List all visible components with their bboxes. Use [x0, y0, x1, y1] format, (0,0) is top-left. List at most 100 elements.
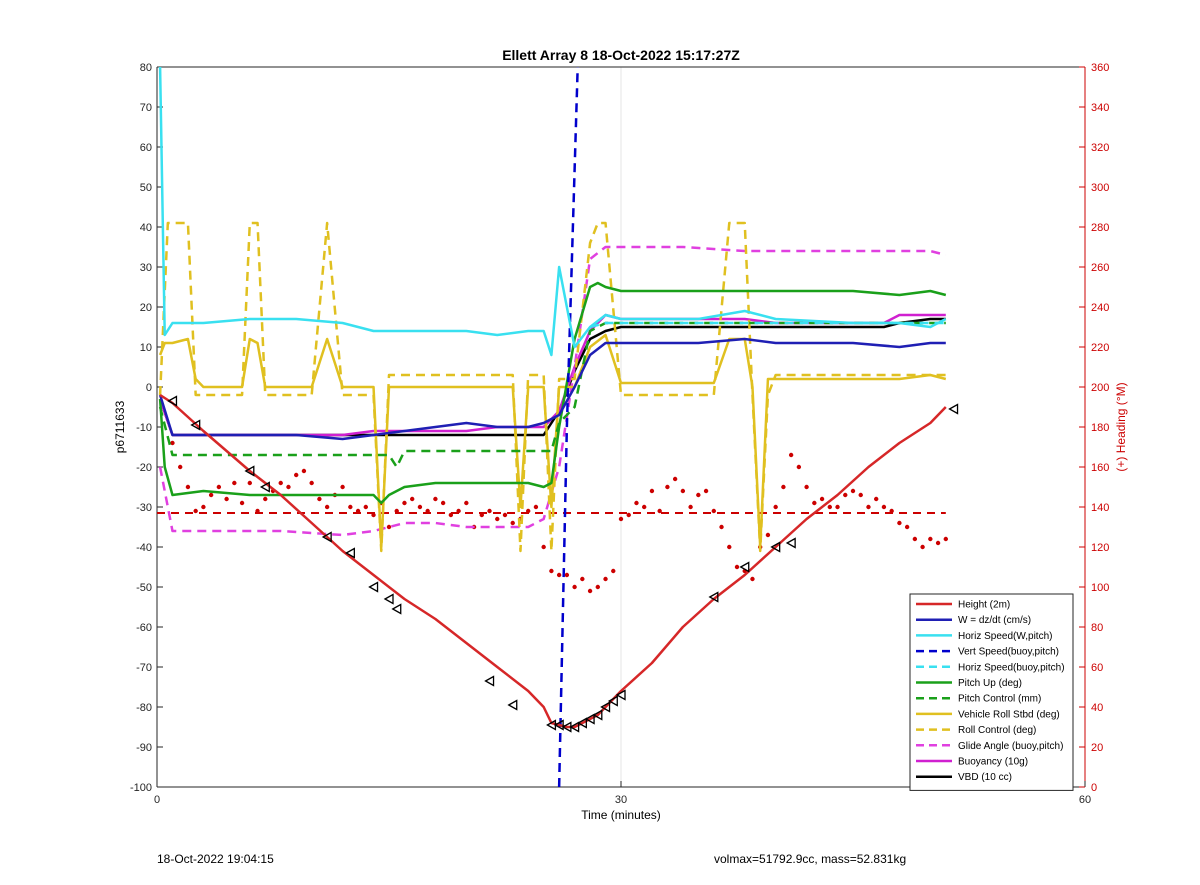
heading-point: [711, 508, 716, 514]
y-axis-label: p6711633: [113, 400, 127, 453]
y2-tick-label: 340: [1091, 102, 1109, 114]
heading-point: [858, 492, 863, 498]
series-line-roll-control-deg: [158, 221, 946, 553]
data-marker: [167, 395, 178, 407]
y2-tick-label: 320: [1091, 142, 1109, 154]
data-marker: [259, 481, 270, 493]
series-line-w-dz-dt-cm-s: [158, 337, 946, 441]
heading-point: [649, 488, 655, 494]
heading-point: [433, 496, 438, 502]
data-marker: [507, 699, 518, 711]
y-tick-label: -40: [136, 542, 152, 554]
heading-point: [201, 504, 206, 510]
footer-timestamp: 18-Oct-2022 19:04:15: [157, 852, 274, 866]
heading-point: [564, 572, 570, 578]
data-marker: [368, 581, 379, 593]
x-axis-label: Time (minutes): [581, 808, 661, 822]
series-line-pitch-up-deg: [158, 281, 947, 505]
heading-point: [920, 544, 925, 550]
heading-point: [897, 520, 902, 526]
heading-point: [309, 480, 314, 486]
data-marker: [569, 721, 580, 733]
series-line-vert-speed-buoy-pitch: [557, 67, 579, 787]
y-tick-label: -20: [136, 462, 152, 474]
heading-point: [904, 524, 910, 530]
heading-point: [943, 536, 948, 542]
heading-point: [340, 484, 345, 490]
heading-point: [935, 540, 941, 546]
series-line-vehicle-roll-stbd-deg: [158, 333, 947, 549]
heading-point: [239, 500, 245, 506]
y-tick-label: 80: [140, 62, 152, 74]
heading-point: [286, 484, 291, 490]
heading-point: [448, 512, 454, 518]
heading-point: [178, 464, 183, 470]
heading-point: [541, 544, 546, 550]
heading-point: [696, 492, 701, 498]
data-marker: [948, 403, 959, 415]
heading-point: [866, 504, 871, 510]
series-line-horiz-speed-w-pitch: [158, 67, 947, 357]
y2-tick-label: 260: [1091, 262, 1109, 274]
x-tick-label: 60: [1079, 794, 1091, 806]
y-tick-label: -100: [130, 782, 152, 794]
heading-point: [773, 504, 778, 510]
heading-point: [185, 484, 191, 490]
heading-point: [889, 508, 894, 514]
heading-point: [294, 472, 299, 478]
legend-box: [909, 593, 1074, 791]
heading-point: [618, 516, 624, 522]
heading-point: [657, 508, 662, 514]
legend-label: Pitch Control (mm): [958, 694, 1041, 705]
heading-point: [703, 488, 709, 494]
legend-label: Horiz Speed(W,pitch): [958, 631, 1052, 642]
data-marker: [190, 419, 201, 431]
heading-point: [278, 480, 283, 486]
y2-tick-label: 300: [1091, 182, 1109, 194]
y-tick-label: -50: [136, 582, 152, 594]
data-marker: [345, 547, 355, 559]
heading-point: [487, 508, 492, 514]
heading-point: [572, 584, 577, 590]
legend-label: Roll Control (deg): [958, 725, 1036, 736]
y2-tick-label: 60: [1091, 662, 1103, 674]
heading-point: [912, 536, 918, 542]
heading-point: [402, 500, 407, 506]
heading-point: [835, 504, 840, 510]
data-marker: [615, 689, 626, 701]
x-tick-label: 0: [154, 794, 160, 806]
heading-point: [719, 524, 724, 530]
y2-axis-label: (+) Heading (°M): [1114, 382, 1128, 471]
data-marker: [592, 709, 603, 721]
legend-label: Glide Angle (buoy,pitch): [958, 741, 1063, 752]
heading-point: [348, 504, 353, 510]
y2-tick-label: 220: [1091, 342, 1109, 354]
heading-point: [440, 500, 446, 506]
heading-point: [208, 492, 214, 498]
legend-label: W = dz/dt (cm/s): [958, 615, 1031, 626]
y-tick-label: 70: [140, 102, 152, 114]
heading-point: [549, 568, 554, 574]
data-marker: [785, 537, 796, 549]
heading-point: [843, 492, 848, 498]
heading-point: [672, 476, 678, 482]
heading-point: [850, 488, 856, 494]
heading-point: [804, 484, 809, 490]
heading-point: [526, 508, 531, 514]
heading-point: [410, 496, 415, 502]
y-tick-label: -80: [136, 702, 152, 714]
data-marker: [607, 695, 618, 707]
series-line-pitch-control-mm: [158, 321, 946, 469]
heading-point: [324, 504, 330, 510]
y2-tick-label: 80: [1091, 622, 1103, 634]
heading-point: [510, 520, 515, 526]
heading-point: [727, 544, 732, 550]
data-marker: [584, 713, 595, 725]
heading-point: [247, 480, 252, 486]
heading-point: [456, 508, 461, 514]
legend: Height (2m) W = dz/dt (cm/s) Horiz Speed(W…: [909, 593, 1074, 791]
y-tick-label: 10: [140, 342, 152, 354]
heading-point: [464, 500, 469, 506]
data-marker: [739, 561, 750, 573]
heading-point: [255, 508, 260, 514]
